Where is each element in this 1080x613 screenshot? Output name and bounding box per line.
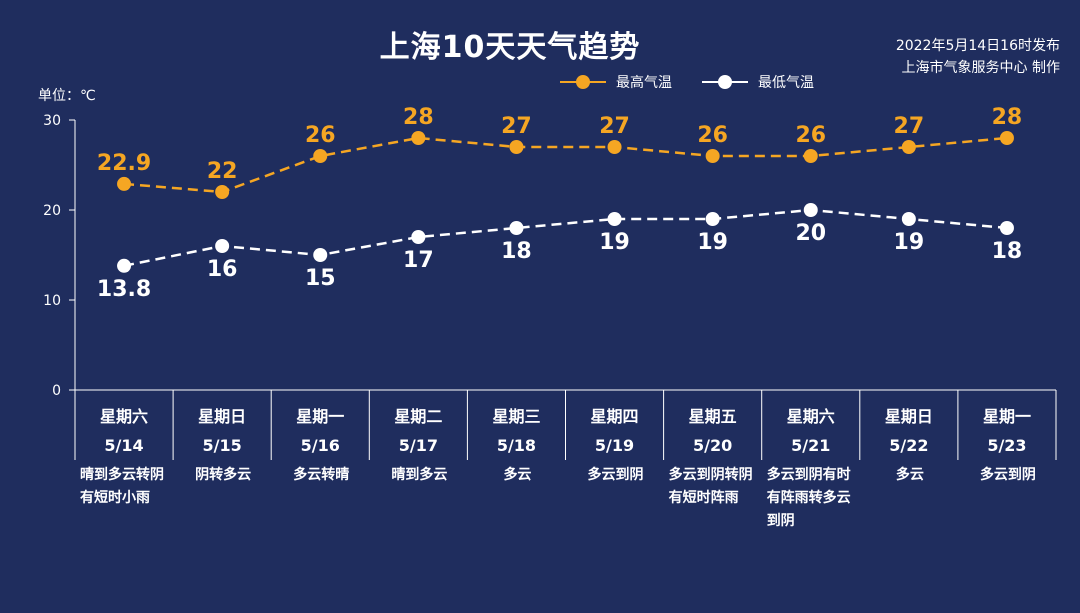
legend-label-high: 最高气温 <box>616 75 672 91</box>
x-tick-date: 5/16 <box>301 436 340 455</box>
weather-description: 多云到阴有时有阵雨转多云到阴 <box>766 467 851 529</box>
x-tick-date: 5/21 <box>791 436 830 455</box>
weather-description: 阴转多云 <box>195 467 252 483</box>
x-tick-weekday: 星期一 <box>296 407 344 426</box>
x-tick-weekday: 星期六 <box>787 407 835 426</box>
data-label-low: 19 <box>599 230 630 255</box>
data-point-high <box>999 131 1014 145</box>
x-tick-weekday: 星期一 <box>983 407 1031 426</box>
chart-title: 上海10天天气趋势 <box>379 30 641 65</box>
x-tick-date: 5/23 <box>987 436 1026 455</box>
x-tick-weekday: 星期六 <box>100 407 148 426</box>
issuer: 上海市气象服务中心 制作 <box>901 60 1060 76</box>
data-label-low: 20 <box>795 221 826 246</box>
x-tick-weekday: 星期二 <box>394 407 442 426</box>
weather-description: 多云到阴 <box>587 467 644 483</box>
x-tick-date: 5/20 <box>693 436 732 455</box>
data-label-high: 27 <box>501 114 532 139</box>
data-label-high: 27 <box>599 114 630 139</box>
data-label-low: 19 <box>894 230 925 255</box>
x-tick-date: 5/18 <box>497 436 536 455</box>
data-label-low: 15 <box>305 266 336 291</box>
data-label-high: 28 <box>992 105 1023 130</box>
x-tick-date: 5/19 <box>595 436 634 455</box>
data-point-low <box>999 221 1014 235</box>
data-point-low <box>705 212 720 226</box>
data-point-high <box>509 140 524 154</box>
data-label-high: 22 <box>207 159 238 184</box>
weather-description: 多云 <box>503 467 532 483</box>
issue-time: 2022年5月14日16时发布 <box>895 38 1060 54</box>
y-tick-label: 0 <box>52 383 61 399</box>
data-label-high: 26 <box>305 123 336 148</box>
data-point-high <box>313 149 328 163</box>
data-label-high: 26 <box>795 123 826 148</box>
x-tick-weekday: 星期日 <box>198 407 246 426</box>
series-line-high <box>123 136 1008 194</box>
legend-item-high: 最高气温 <box>560 72 672 92</box>
data-point-low <box>411 230 426 244</box>
legend: 最高气温 最低气温 <box>560 72 814 92</box>
data-point-low <box>607 212 622 226</box>
weather-description: 晴到多云转阴有短时小雨 <box>80 467 164 506</box>
x-tick-weekday: 星期五 <box>689 407 737 426</box>
data-point-high <box>117 176 132 191</box>
x-tick-weekday: 星期日 <box>885 407 933 426</box>
x-tick-date: 5/14 <box>104 436 143 455</box>
weather-description: 多云转晴 <box>293 467 350 483</box>
weather-description: 多云到阴转阴有短时阵雨 <box>668 467 753 506</box>
x-tick-date: 5/15 <box>203 436 242 455</box>
data-point-high <box>411 131 426 145</box>
data-label-low: 18 <box>501 239 532 264</box>
legend-swatch-high <box>560 75 606 89</box>
data-point-high <box>607 140 622 154</box>
weather-description: 晴到多云 <box>391 467 448 483</box>
data-point-low <box>901 212 916 226</box>
data-point-low <box>117 258 132 273</box>
data-point-high <box>215 185 230 199</box>
data-label-high: 28 <box>403 105 434 130</box>
data-point-low <box>803 203 818 217</box>
data-point-low <box>509 221 524 235</box>
data-label-low: 19 <box>697 230 728 255</box>
data-label-high: 22.9 <box>97 151 151 176</box>
x-tick-weekday: 星期三 <box>492 407 540 426</box>
data-label-low: 17 <box>403 248 434 273</box>
data-label-low: 16 <box>207 257 238 282</box>
y-tick-label: 10 <box>43 293 61 309</box>
x-tick-weekday: 星期四 <box>591 407 639 426</box>
y-tick-label: 20 <box>43 203 61 219</box>
data-point-low <box>313 248 328 262</box>
legend-item-low: 最低气温 <box>702 72 814 92</box>
data-point-low <box>215 239 230 253</box>
weather-description: 多云到阴 <box>979 467 1036 483</box>
data-point-high <box>705 149 720 163</box>
legend-swatch-low <box>702 75 748 89</box>
issue-info: 2022年5月14日16时发布 上海市气象服务中心 制作 <box>896 35 1060 79</box>
y-axis-unit: 单位：℃ <box>38 88 96 104</box>
data-label-low: 18 <box>992 239 1023 264</box>
weather-description: 多云 <box>895 467 924 483</box>
data-label-high: 27 <box>894 114 925 139</box>
series-line-low <box>123 208 1008 268</box>
data-point-high <box>803 149 818 163</box>
x-tick-date: 5/17 <box>399 436 438 455</box>
legend-label-low: 最低气温 <box>758 75 814 91</box>
data-label-high: 26 <box>697 123 728 148</box>
data-point-high <box>901 140 916 154</box>
y-tick-label: 30 <box>43 113 61 129</box>
x-tick-date: 5/22 <box>889 436 928 455</box>
data-label-low: 13.8 <box>97 277 151 302</box>
